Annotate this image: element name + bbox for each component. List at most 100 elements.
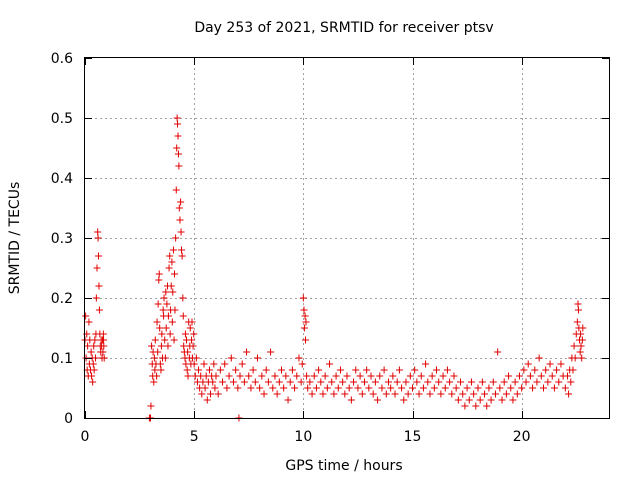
data-point: [365, 384, 373, 392]
data-point: [173, 144, 181, 152]
data-point: [192, 354, 200, 362]
data-point: [177, 198, 185, 206]
data-point: [89, 360, 97, 368]
data-point: [82, 312, 90, 320]
data-point: [84, 342, 92, 350]
data-point: [179, 294, 187, 302]
data-point: [275, 378, 283, 386]
data-point: [245, 372, 253, 380]
data-point: [576, 348, 584, 356]
data-point: [561, 384, 569, 392]
data-point: [579, 324, 587, 332]
data-point: [413, 378, 421, 386]
data-point: [157, 366, 165, 374]
data-point: [522, 378, 530, 386]
data-point: [441, 384, 449, 392]
x-axis-title: GPS time / hours: [285, 458, 402, 474]
data-point: [302, 318, 310, 326]
data-point: [300, 324, 308, 332]
data-point: [167, 282, 175, 290]
data-point: [485, 384, 493, 392]
data-point: [205, 366, 213, 374]
data-point: [306, 378, 314, 386]
data-point: [439, 372, 447, 380]
data-point: [175, 162, 183, 170]
data-point: [159, 306, 167, 314]
data-point: [240, 378, 248, 386]
data-point: [219, 378, 227, 386]
y-tick-label: 0.5: [51, 111, 73, 127]
data-point: [293, 372, 301, 380]
data-point: [148, 342, 156, 350]
data-point: [297, 378, 305, 386]
data-point: [544, 378, 552, 386]
data-point: [472, 402, 480, 410]
data-point: [221, 360, 229, 368]
data-point: [170, 336, 178, 344]
data-point: [507, 384, 515, 392]
data-point: [574, 300, 582, 308]
data-point: [334, 384, 342, 392]
data-point: [476, 396, 484, 404]
data-point: [157, 342, 165, 350]
data-point: [178, 246, 186, 254]
data-point: [467, 378, 475, 386]
data-point: [162, 288, 170, 296]
grid-lines: [85, 58, 609, 418]
data-point: [155, 270, 163, 278]
data-point: [518, 384, 526, 392]
data-point: [299, 294, 307, 302]
data-point: [374, 396, 382, 404]
y-tick-label: 0.6: [51, 51, 73, 67]
data-point: [278, 366, 285, 374]
data-point: [258, 372, 266, 380]
data-point: [243, 348, 251, 356]
data-point: [437, 390, 445, 398]
data-point: [321, 372, 329, 380]
data-point: [209, 378, 217, 386]
data-point: [171, 306, 179, 314]
y-tick-label: 0.1: [51, 351, 73, 367]
data-point: [303, 372, 311, 380]
data-point: [214, 390, 222, 398]
data-point: [430, 384, 438, 392]
data-point: [341, 390, 349, 398]
data-point: [223, 384, 231, 392]
data-point: [358, 390, 366, 398]
data-point: [90, 342, 98, 350]
data-point: [174, 120, 182, 128]
data-point: [95, 282, 103, 290]
data-point: [91, 336, 99, 344]
data-point: [336, 366, 344, 374]
data-point: [367, 372, 375, 380]
plot-frame: [84, 57, 610, 419]
data-point: [162, 324, 170, 332]
data-point: [312, 384, 320, 392]
data-point: [328, 378, 336, 386]
data-point: [433, 366, 441, 374]
data-point: [461, 402, 469, 410]
data-point: [154, 300, 162, 308]
data-point: [573, 318, 581, 326]
data-point: [173, 114, 181, 122]
data-point: [494, 348, 502, 356]
data-point: [164, 342, 172, 350]
data-point: [264, 378, 272, 386]
data-point: [188, 318, 196, 326]
data-point: [156, 360, 164, 368]
data-point: [419, 384, 427, 392]
data-point: [198, 390, 206, 398]
data-point: [578, 336, 586, 344]
data-point: [498, 396, 506, 404]
data-point: [339, 378, 347, 386]
data-point: [92, 294, 100, 302]
data-point: [163, 300, 171, 308]
x-tick-label: 15: [404, 429, 422, 445]
data-point: [298, 360, 306, 368]
data-point: [100, 354, 108, 362]
data-point: [165, 264, 173, 272]
data-point: [417, 372, 425, 380]
data-point: [500, 378, 508, 386]
data-point: [542, 366, 550, 374]
data-point: [330, 390, 338, 398]
